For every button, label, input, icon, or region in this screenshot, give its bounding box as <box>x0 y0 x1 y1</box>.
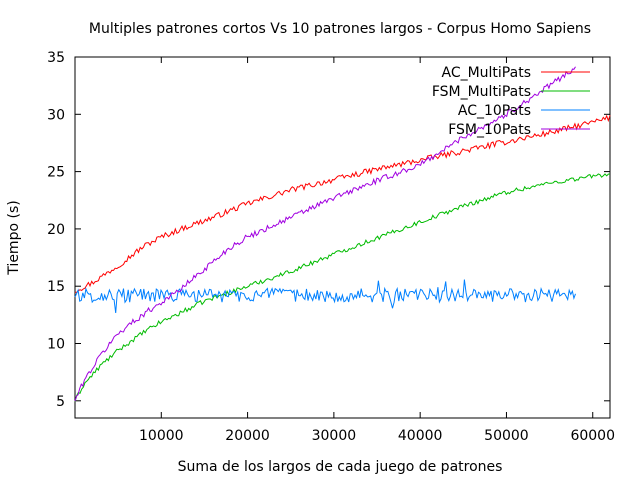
y-axis-label: Tiempo (s) <box>6 200 22 275</box>
x-tick-label: 40000 <box>398 428 443 444</box>
legend-label: FSM_MultiPats <box>432 84 531 100</box>
y-tick-label: 30 <box>47 107 65 123</box>
series-line-fsm-multipats <box>74 173 611 402</box>
x-tick-label: 60000 <box>570 428 615 444</box>
series-line-ac-multipats <box>74 114 611 293</box>
legend: AC_MultiPats FSM_MultiPats AC_10Pats FSM_10… <box>432 65 590 138</box>
plot-frame <box>74 56 611 419</box>
y-tick-label: 25 <box>47 165 65 181</box>
axis-ticks: 10000 20000 30000 40000 50000 60000 5 10 15 20 25 3… <box>47 50 615 444</box>
series-line-fsm-10pats <box>74 66 576 402</box>
legend-label: AC_10Pats <box>458 103 531 119</box>
x-tick-label: 10000 <box>139 428 184 444</box>
legend-label: AC_MultiPats <box>441 65 531 81</box>
x-tick-label: 50000 <box>484 428 529 444</box>
y-tick-label: 15 <box>47 279 65 295</box>
y-tick-label: 10 <box>47 337 65 353</box>
x-tick-label: 20000 <box>225 428 270 444</box>
legend-item: FSM_10Pats <box>448 122 590 138</box>
y-tick-label: 20 <box>47 222 65 238</box>
legend-item: AC_10Pats <box>458 103 590 119</box>
legend-item: AC_MultiPats <box>441 65 590 81</box>
x-axis-label: Suma de los largos de cada juego de patr… <box>178 459 503 475</box>
x-tick-label: 30000 <box>312 428 357 444</box>
y-tick-label: 35 <box>47 50 65 66</box>
legend-label: FSM_10Pats <box>448 122 531 138</box>
series-layer <box>74 66 611 402</box>
series-line-ac-10pats <box>74 279 576 314</box>
chart-title: Multiples patrones cortos Vs 10 patrones… <box>89 21 591 37</box>
legend-item: FSM_MultiPats <box>432 84 590 100</box>
y-tick-label: 5 <box>56 394 65 410</box>
